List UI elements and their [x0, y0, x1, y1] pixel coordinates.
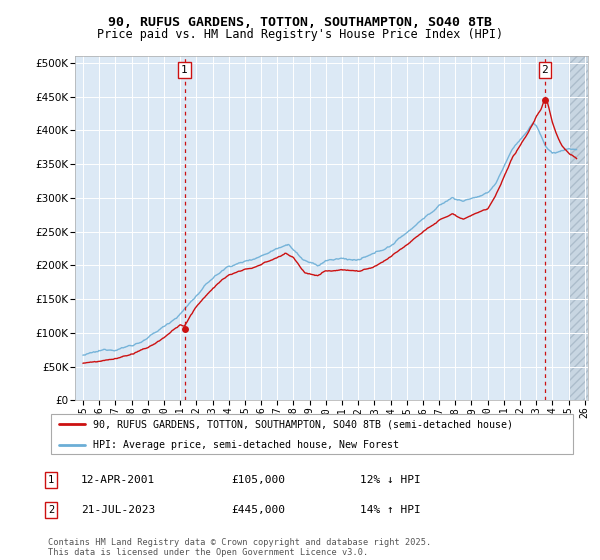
Text: Contains HM Land Registry data © Crown copyright and database right 2025.
This d: Contains HM Land Registry data © Crown c… [48, 538, 431, 557]
Text: 21-JUL-2023: 21-JUL-2023 [81, 505, 155, 515]
FancyBboxPatch shape [50, 414, 574, 454]
Text: 12-APR-2001: 12-APR-2001 [81, 475, 155, 485]
Text: 12% ↓ HPI: 12% ↓ HPI [360, 475, 421, 485]
Text: £445,000: £445,000 [231, 505, 285, 515]
Text: 2: 2 [48, 505, 54, 515]
Text: 14% ↑ HPI: 14% ↑ HPI [360, 505, 421, 515]
Bar [569, 56, 588, 400]
Text: 1: 1 [181, 65, 188, 75]
Text: £105,000: £105,000 [231, 475, 285, 485]
Text: 90, RUFUS GARDENS, TOTTON, SOUTHAMPTON, SO40 8TB (semi-detached house): 90, RUFUS GARDENS, TOTTON, SOUTHAMPTON, … [93, 419, 513, 429]
Text: 90, RUFUS GARDENS, TOTTON, SOUTHAMPTON, SO40 8TB: 90, RUFUS GARDENS, TOTTON, SOUTHAMPTON, … [108, 16, 492, 29]
Text: HPI: Average price, semi-detached house, New Forest: HPI: Average price, semi-detached house,… [93, 440, 399, 450]
Bar [569, 56, 588, 400]
Text: Price paid vs. HM Land Registry's House Price Index (HPI): Price paid vs. HM Land Registry's House … [97, 28, 503, 41]
Text: 2: 2 [542, 65, 548, 75]
Text: 1: 1 [48, 475, 54, 485]
